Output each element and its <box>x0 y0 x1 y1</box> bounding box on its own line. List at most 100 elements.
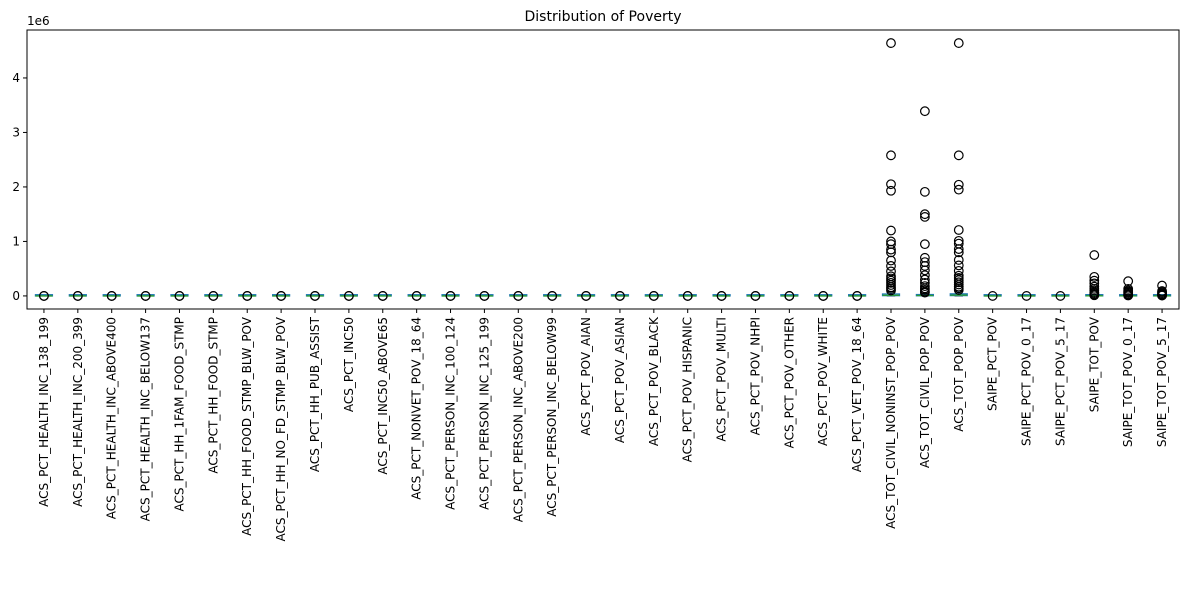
flier-point <box>919 106 930 117</box>
flier-point <box>886 239 896 250</box>
flier-point <box>919 257 930 268</box>
x-tick-label: ACS_PCT_POV_NHPI <box>748 317 762 435</box>
flier-point <box>310 291 320 301</box>
flier-point <box>1089 275 1100 286</box>
box-group <box>1085 250 1104 301</box>
y-tick-label: 4 <box>12 71 20 85</box>
flier-point <box>1089 281 1100 292</box>
flier-point <box>919 274 930 285</box>
x-tick-label: ACS_PCT_POV_OTHER <box>782 317 796 448</box>
flier-point <box>208 291 219 301</box>
flier-point <box>886 38 896 48</box>
flier-point <box>106 291 117 301</box>
x-tick-label: ACS_PCT_HH_FOOD_STMP_BLW_POV <box>240 316 254 536</box>
flier-point <box>919 252 930 263</box>
box-group <box>441 291 460 301</box>
flier-point <box>919 270 930 281</box>
box-group <box>305 291 325 301</box>
flier-point <box>72 291 83 301</box>
x-tick-label: SAIPE_TOT_POV_5_17 <box>1155 317 1169 447</box>
x-tick-label: ACS_PCT_INC50_ABOVE65 <box>376 317 390 475</box>
flier-point <box>953 265 964 276</box>
flier-point <box>513 291 524 301</box>
flier-point <box>716 291 727 301</box>
flier-point <box>445 291 456 301</box>
box-group <box>780 291 799 301</box>
x-tick-label: ACS_TOT_POP_POV <box>952 316 966 431</box>
box-group <box>1017 291 1036 301</box>
flier-point <box>784 291 795 301</box>
box-group <box>712 291 731 301</box>
x-tick-label: SAIPE_PCT_POV <box>986 316 1000 411</box>
flier-point <box>411 291 422 301</box>
x-tick-label: SAIPE_TOT_POV_0_17 <box>1121 317 1135 447</box>
flier-point <box>886 255 896 266</box>
flier-point <box>953 255 964 265</box>
x-tick-label: ACS_TOT_CIVIL_POP_POV <box>918 316 932 468</box>
box-group <box>746 291 765 301</box>
y-tick-label: 3 <box>12 125 20 139</box>
flier-point <box>377 291 388 301</box>
flier-point <box>581 291 591 301</box>
flier-point <box>1021 291 1032 301</box>
flier-point <box>174 291 185 301</box>
x-tick-label: ACS_TOT_CIVIL_NONINST_POP_POV <box>884 316 898 529</box>
x-tick-label: ACS_PCT_POV_WHITE <box>816 317 830 446</box>
box-group <box>407 291 426 301</box>
flier-point <box>953 260 964 271</box>
flier-point <box>953 238 964 249</box>
x-tick-label: ACS_PCT_INC50 <box>342 317 356 412</box>
y-axis: 0 1 2 3 4 <box>12 71 27 303</box>
flier-point <box>242 291 253 301</box>
box-group <box>102 291 121 301</box>
flier-point <box>1089 271 1100 282</box>
flier-point <box>886 266 896 277</box>
flier-point <box>886 179 896 190</box>
x-tick-label: ACS_PCT_HEALTH_INC_138_199 <box>37 317 51 507</box>
flier-point <box>682 291 693 301</box>
box-group <box>678 291 697 301</box>
flier-point <box>1055 291 1066 301</box>
x-tick-label: ACS_PCT_HH_PUB_ASSIST <box>308 316 322 472</box>
flier-point <box>1157 286 1167 296</box>
flier-point <box>919 277 930 288</box>
x-tick-label: ACS_PCT_HH_1FAM_FOOD_STMP <box>172 317 186 512</box>
box-group <box>847 291 867 301</box>
chart-title: Distribution of Poverty <box>524 9 681 25</box>
y-scale-label: 1e6 <box>27 14 50 28</box>
flier-point <box>750 291 761 301</box>
x-tick-label: ACS_PCT_POV_AIAN <box>579 317 593 436</box>
flier-point <box>1123 276 1134 287</box>
x-tick-label: ACS_PCT_VET_POV_18_64 <box>850 317 864 472</box>
box-group <box>34 291 54 301</box>
flier-point <box>886 150 896 161</box>
box-group <box>238 291 257 301</box>
x-tick-label: ACS_PCT_HH_NO_FD_STMP_BLW_POV <box>274 316 288 541</box>
plot-marks <box>34 38 1172 301</box>
flier-point <box>615 291 625 301</box>
box-group <box>204 291 223 301</box>
flier-point <box>953 270 964 281</box>
box-group <box>1051 291 1070 301</box>
box-group <box>543 291 562 301</box>
box-group <box>339 291 359 301</box>
box-group <box>136 291 155 301</box>
box-group <box>1152 280 1172 301</box>
box-group <box>373 291 392 301</box>
flier-point <box>886 185 896 196</box>
box-group <box>814 291 833 301</box>
box-group <box>475 291 494 301</box>
flier-point <box>953 184 964 195</box>
flier-point <box>886 225 896 236</box>
x-tick-label: ACS_PCT_POV_BLACK <box>647 316 661 446</box>
x-tick-label: ACS_PCT_HEALTH_INC_BELOW137 <box>139 317 153 521</box>
flier-point <box>1089 278 1100 289</box>
flier-point <box>953 38 964 48</box>
flier-point <box>953 225 964 235</box>
flier-point <box>919 186 930 197</box>
flier-point <box>953 235 964 246</box>
flier-point <box>886 236 896 247</box>
plot-frame <box>26 29 1180 310</box>
box-group <box>170 291 189 301</box>
